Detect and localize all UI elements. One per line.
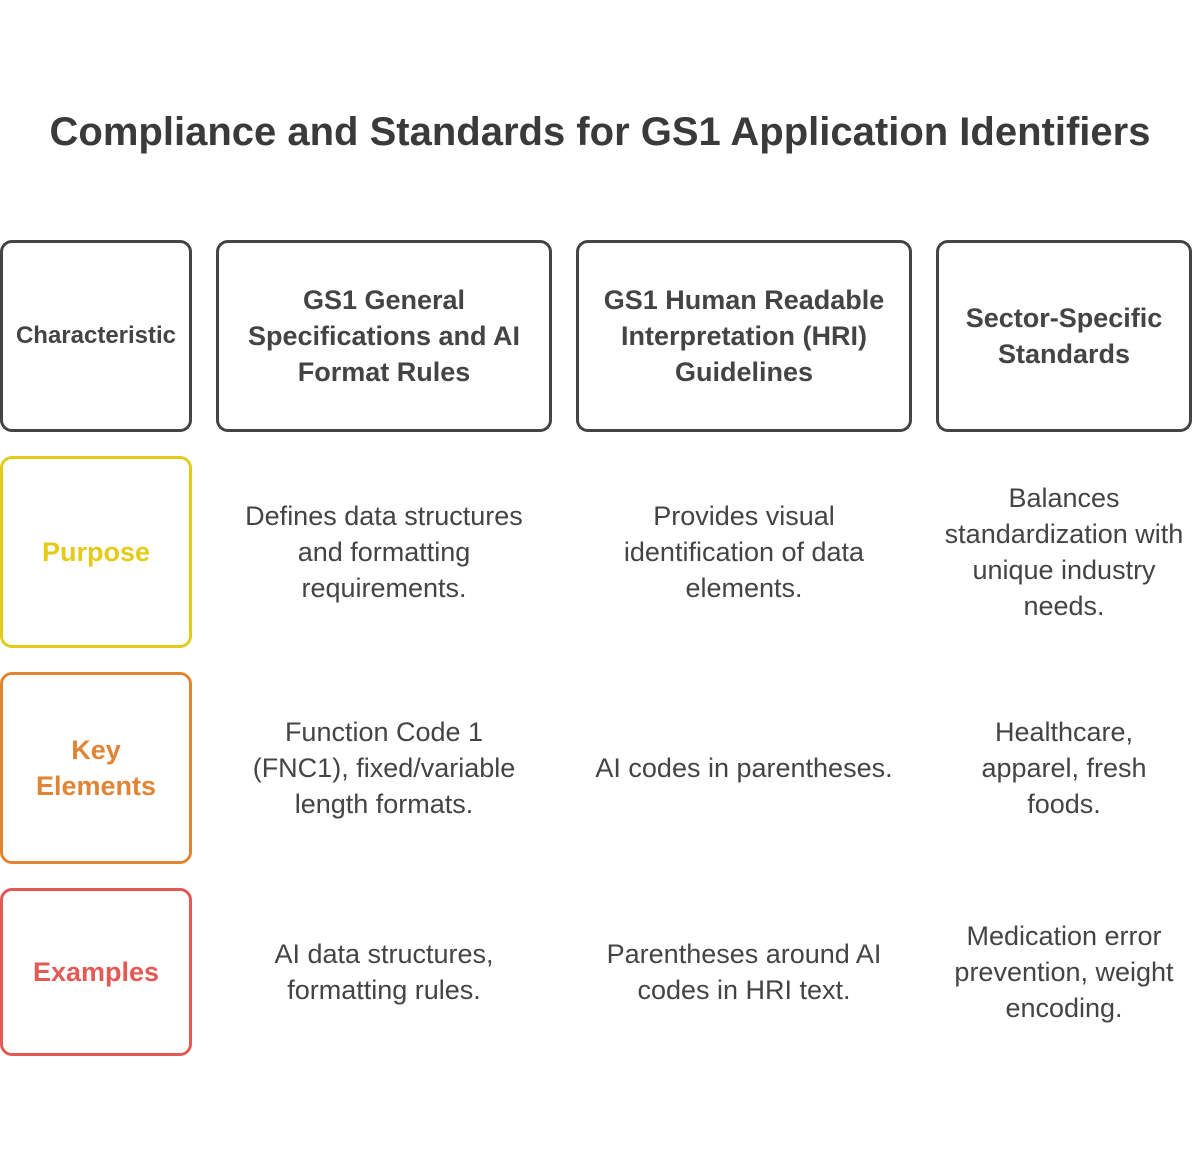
cell-text: Defines data structures and formatting r… xyxy=(245,501,523,603)
table-cell: Function Code 1 (FNC1), fixed/variable l… xyxy=(216,672,552,864)
header-characteristic: Characteristic xyxy=(0,240,192,432)
cell-text: Medication error prevention, weight enco… xyxy=(954,921,1174,1023)
cell-text: AI data structures, formatting rules. xyxy=(274,939,494,1005)
header-label: Characteristic xyxy=(15,322,177,349)
row-label-key-elements: Key Elements xyxy=(0,672,192,864)
table-cell: Balances standardization with unique ind… xyxy=(936,456,1192,648)
cell-text: Balances standardization with unique ind… xyxy=(944,483,1184,621)
header-label: Sector-Specific Standards xyxy=(965,303,1163,369)
row-label: Examples xyxy=(32,957,160,987)
table-cell: Healthcare, apparel, fresh foods. xyxy=(936,672,1192,864)
diagram-title: Compliance and Standards for GS1 Applica… xyxy=(49,110,1151,154)
cell-text: AI codes in parentheses. xyxy=(595,753,893,783)
row-label-purpose: Purpose xyxy=(0,456,192,648)
header-sector-specific: Sector-Specific Standards xyxy=(936,240,1192,432)
row-label-examples: Examples xyxy=(0,888,192,1056)
header-label: GS1 General Specifications and AI Format… xyxy=(247,285,521,387)
table-cell: Provides visual identification of data e… xyxy=(576,456,912,648)
header-hri-guidelines: GS1 Human Readable Interpretation (HRI) … xyxy=(576,240,912,432)
table-cell: Medication error prevention, weight enco… xyxy=(936,888,1192,1056)
table-cell: Defines data structures and formatting r… xyxy=(216,456,552,648)
header-gs1-general-specs: GS1 General Specifications and AI Format… xyxy=(216,240,552,432)
row-label: Purpose xyxy=(41,537,151,567)
table-cell: AI codes in parentheses. xyxy=(576,672,912,864)
table-cell: AI data structures, formatting rules. xyxy=(216,888,552,1056)
row-label: Key Elements xyxy=(35,735,157,801)
table-cell: Parentheses around AI codes in HRI text. xyxy=(576,888,912,1056)
cell-text: Function Code 1 (FNC1), fixed/variable l… xyxy=(252,717,516,819)
cell-text: Provides visual identification of data e… xyxy=(623,501,865,603)
header-label: GS1 Human Readable Interpretation (HRI) … xyxy=(603,285,885,387)
cell-text: Healthcare, apparel, fresh foods. xyxy=(981,717,1147,819)
cell-text: Parentheses around AI codes in HRI text. xyxy=(606,939,882,1005)
